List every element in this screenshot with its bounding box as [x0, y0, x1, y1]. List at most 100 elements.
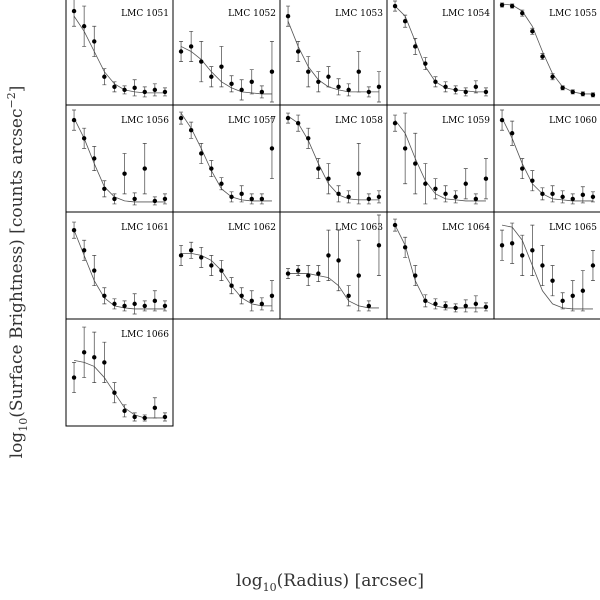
data-point: [453, 194, 458, 200]
data-point: [178, 49, 184, 54]
data-point: [199, 151, 204, 156]
data-point: [376, 84, 382, 90]
data-point: [520, 253, 525, 258]
data-point: [509, 241, 515, 246]
data-point: [229, 194, 234, 200]
data-point: [188, 44, 194, 49]
data-point: [346, 293, 351, 298]
data-point: [92, 39, 97, 44]
data-point: [142, 303, 147, 309]
data-point: [413, 44, 418, 49]
fit-curve: [501, 224, 593, 310]
fit-curve: [394, 224, 486, 309]
data-point: [71, 375, 77, 380]
data-point: [199, 59, 204, 64]
data-point: [102, 293, 107, 298]
data-point: [540, 263, 545, 268]
data-point: [209, 74, 214, 79]
data-point: [346, 194, 351, 200]
data-point: [152, 198, 158, 204]
data-point: [423, 181, 428, 186]
fit-curve: [180, 46, 272, 95]
data-point: [376, 243, 382, 248]
data-point: [259, 301, 265, 307]
data-point: [423, 298, 428, 304]
data-point: [463, 89, 468, 95]
data-point: [71, 8, 77, 14]
y-label-post: ]: [7, 86, 27, 93]
data-point: [249, 79, 254, 85]
data-point: [530, 248, 535, 253]
data-point: [550, 74, 555, 79]
panel-frame: [493, 211, 600, 320]
panel-title: LMC 1058: [335, 116, 383, 126]
x-label-sub: 10: [263, 581, 277, 594]
data-point: [132, 196, 137, 202]
data-point: [580, 288, 586, 293]
data-point: [102, 186, 107, 191]
fit-curve: [180, 112, 272, 202]
data-point: [402, 245, 408, 250]
data-point: [92, 156, 97, 161]
data-point: [199, 255, 204, 260]
data-point: [413, 161, 418, 166]
data-point: [463, 303, 468, 309]
data-point: [152, 87, 158, 93]
data-point: [219, 268, 224, 273]
data-point: [316, 166, 321, 171]
fit-curve: [181, 252, 272, 307]
data-point: [269, 146, 275, 151]
data-point: [178, 115, 184, 121]
panel-title: LMC 1055: [549, 9, 597, 19]
data-point: [366, 196, 372, 202]
data-point: [71, 227, 77, 233]
data-point: [249, 196, 254, 202]
data-point: [269, 293, 275, 298]
data-point: [112, 390, 117, 395]
data-point: [402, 146, 408, 151]
fit-curve: [73, 230, 165, 310]
data-point: [473, 301, 479, 307]
data-point: [295, 268, 301, 273]
data-point: [122, 303, 127, 309]
data-point: [122, 408, 127, 414]
fit-curve: [502, 3, 593, 95]
data-point: [483, 89, 489, 95]
data-point: [326, 176, 331, 181]
data-point: [162, 196, 168, 202]
fit-curve: [394, 119, 486, 202]
panel-title: LMC 1056: [121, 116, 169, 126]
data-point: [132, 85, 137, 91]
fit-curve: [288, 273, 379, 309]
data-point: [209, 263, 214, 268]
panel-title: LMC 1059: [442, 116, 490, 126]
data-point: [366, 89, 372, 95]
data-point: [132, 414, 137, 420]
panel-title: LMC 1051: [121, 9, 169, 19]
panel-title: LMC 1053: [335, 9, 383, 19]
y-label-sub: 10: [17, 418, 30, 432]
data-point: [499, 243, 505, 248]
panel-title: LMC 1052: [228, 9, 276, 19]
data-point: [306, 273, 311, 278]
data-point: [239, 293, 244, 298]
data-point: [453, 305, 458, 311]
data-point: [590, 92, 596, 98]
x-label-post: (Radius) [arcsec]: [277, 571, 424, 591]
data-point: [530, 178, 535, 183]
data-point: [499, 117, 505, 123]
data-point: [336, 84, 341, 90]
data-point: [209, 166, 214, 171]
data-point: [336, 258, 341, 263]
data-point: [540, 191, 545, 197]
data-point: [152, 298, 158, 304]
data-point: [392, 222, 398, 228]
data-point: [162, 303, 168, 309]
data-point: [590, 194, 596, 200]
data-point: [259, 196, 265, 202]
data-point: [162, 89, 168, 95]
data-point: [356, 273, 361, 278]
data-point: [112, 84, 117, 90]
